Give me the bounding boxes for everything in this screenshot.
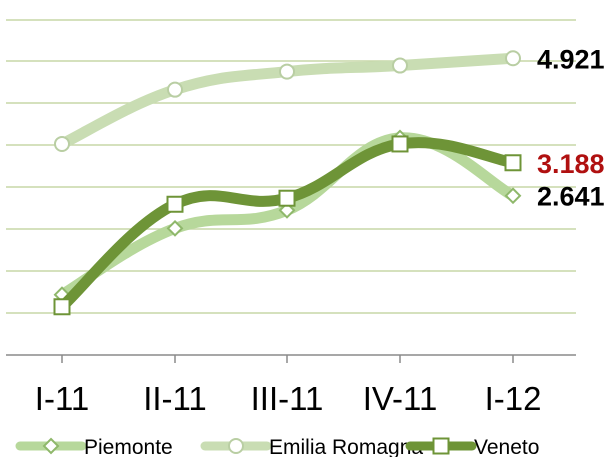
data-point — [53, 298, 71, 316]
end-value-label: 2.641 — [537, 182, 605, 212]
series-piemonte — [53, 129, 522, 304]
data-point — [167, 81, 183, 98]
legend-marker — [228, 438, 244, 454]
end-value-label: 4.921 — [537, 44, 605, 74]
x-tick-label: II-11 — [143, 380, 207, 417]
data-point — [505, 50, 521, 67]
data-point — [504, 187, 522, 205]
legend-item: Veneto — [405, 436, 539, 457]
legend: Piemonte Emilia Romagna Veneto — [15, 436, 539, 457]
legend-label: Veneto — [474, 436, 539, 457]
data-point — [391, 135, 409, 153]
data-point — [166, 219, 184, 237]
end-value-label: 3.188 — [537, 149, 605, 179]
data-point — [54, 135, 70, 152]
x-tick-label: I-12 — [485, 380, 542, 417]
legend-item: Piemonte — [15, 436, 173, 457]
legend-marker — [42, 437, 60, 455]
x-tick-label: IV-11 — [363, 380, 438, 417]
series-line — [56, 137, 519, 313]
data-point — [278, 201, 296, 219]
x-tick-label: III-11 — [251, 380, 324, 417]
data-point — [279, 63, 295, 80]
series-lines — [53, 50, 522, 316]
data-point — [166, 195, 184, 213]
x-axis: I-11 II-11 III-11 IV-11 I-12 — [6, 354, 576, 417]
legend-marker — [432, 437, 450, 455]
data-point — [392, 57, 408, 74]
series-veneto — [53, 135, 522, 316]
data-point — [504, 154, 522, 172]
legend-label: Piemonte — [84, 436, 173, 457]
legend-label: Emilia Romagna — [269, 436, 423, 457]
legend-item: Emilia Romagna — [200, 436, 423, 457]
data-point — [278, 189, 296, 207]
series-emilia-romagna — [54, 50, 521, 152]
x-tick-label: I-11 — [35, 380, 89, 417]
